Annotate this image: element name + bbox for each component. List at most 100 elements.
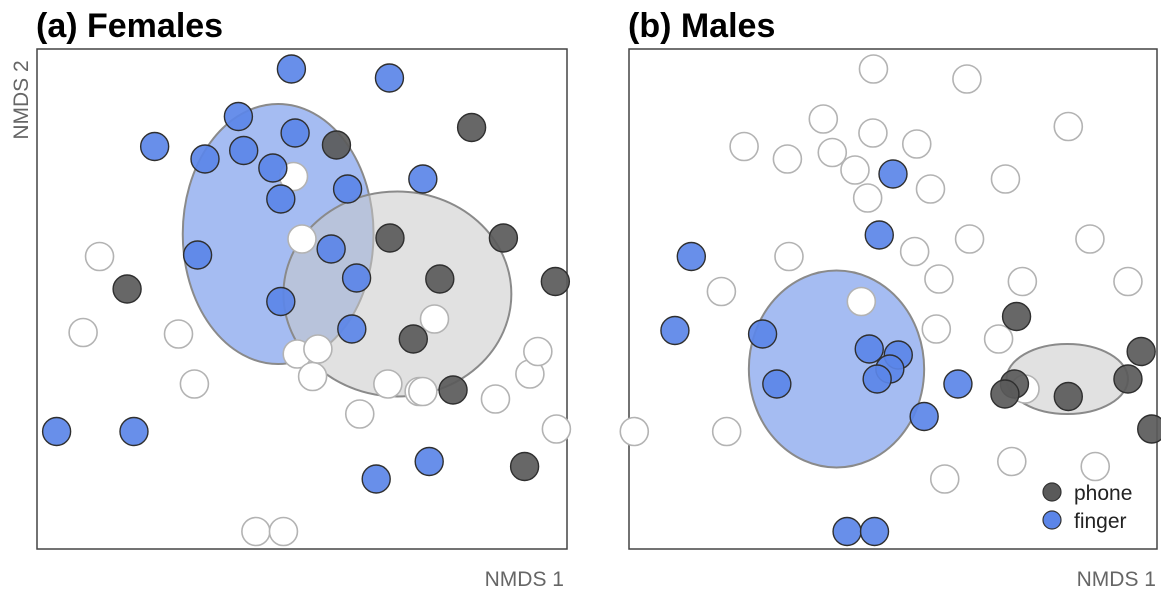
point-unlabeled [619, 416, 650, 447]
point-unlabeled [852, 183, 883, 213]
point-finger [414, 446, 444, 477]
point-unlabeled [840, 155, 870, 185]
point-unlabeled [952, 64, 982, 94]
point-phone [540, 266, 571, 297]
point-unlabeled [523, 336, 553, 367]
point-unlabeled [921, 314, 952, 344]
point-phone [375, 223, 405, 253]
legend-marker-finger [1042, 510, 1062, 530]
point-finger [676, 241, 707, 272]
point-unlabeled [541, 414, 572, 444]
point-phone [1137, 414, 1161, 444]
point-unlabeled [480, 384, 511, 414]
point-unlabeled [996, 446, 1027, 477]
point-finger [258, 153, 288, 183]
point-unlabeled [711, 416, 742, 447]
points-females [41, 54, 572, 547]
point-phone [321, 130, 352, 160]
panel-males: (b) Males NMDS 1 phone finger [619, 7, 1161, 589]
point-finger [139, 131, 170, 162]
point-unlabeled [373, 369, 403, 399]
x-axis-label-males: NMDS 1 [1077, 568, 1156, 589]
point-finger [276, 54, 307, 84]
point-finger [266, 286, 296, 317]
point-finger [660, 315, 690, 346]
point-unlabeled [772, 144, 803, 174]
point-unlabeled [858, 118, 888, 148]
point-finger [909, 401, 939, 432]
point-finger [223, 101, 254, 132]
point-unlabeled [179, 369, 210, 399]
point-unlabeled [408, 376, 438, 407]
point-unlabeled [1113, 266, 1143, 297]
point-unlabeled [241, 516, 271, 547]
point-finger [859, 516, 890, 547]
point-finger [280, 118, 310, 148]
point-unlabeled [901, 129, 932, 159]
point-unlabeled [990, 164, 1021, 194]
point-unlabeled [808, 104, 839, 134]
point-finger [190, 144, 220, 174]
point-phone [1126, 336, 1156, 367]
point-finger [266, 184, 296, 214]
point-unlabeled [1075, 224, 1105, 254]
point-phone [1053, 381, 1083, 412]
point-unlabeled [1007, 266, 1038, 297]
point-finger [943, 369, 973, 399]
panel-title-males: (b) Males [628, 7, 775, 45]
point-finger [337, 314, 367, 344]
legend-label-finger: finger [1074, 510, 1127, 533]
legend: phone finger [1042, 482, 1132, 533]
point-unlabeled [846, 286, 877, 317]
point-unlabeled [419, 304, 450, 334]
point-phone [112, 274, 142, 304]
point-unlabeled [915, 174, 946, 204]
point-finger [878, 159, 908, 189]
point-unlabeled [303, 334, 333, 364]
panel-title-females: (a) Females [36, 7, 223, 45]
point-unlabeled [268, 516, 299, 547]
point-finger [747, 319, 778, 349]
point-unlabeled [954, 224, 985, 254]
point-unlabeled [899, 236, 930, 267]
y-axis-label-females: NMDS 2 [10, 60, 33, 139]
point-unlabeled [858, 54, 889, 84]
point-finger [854, 334, 884, 364]
point-finger [862, 364, 892, 394]
x-axis-label-females: NMDS 1 [485, 568, 564, 589]
point-phone [1113, 364, 1143, 394]
point-unlabeled [1080, 451, 1111, 482]
point-finger [408, 164, 438, 194]
points-males [619, 54, 1161, 547]
point-finger [41, 416, 72, 447]
point-finger [341, 263, 372, 293]
point-finger [119, 416, 149, 447]
legend-label-phone: phone [1074, 482, 1132, 505]
point-unlabeled [344, 399, 375, 429]
point-unlabeled [163, 319, 194, 349]
point-finger [832, 516, 862, 547]
point-unlabeled [774, 241, 804, 272]
panel-females: (a) Females NMDS 2 NMDS 1 [10, 7, 572, 589]
point-phone [488, 223, 519, 253]
point-phone [509, 451, 540, 482]
point-finger [762, 369, 792, 399]
point-phone [456, 112, 487, 143]
point-finger [374, 63, 405, 93]
point-finger [361, 464, 391, 494]
point-unlabeled [84, 241, 115, 272]
point-unlabeled [729, 131, 759, 162]
point-phone [398, 324, 428, 354]
legend-marker-phone [1042, 482, 1062, 502]
point-unlabeled [706, 276, 737, 307]
point-unlabeled [1053, 111, 1084, 142]
point-unlabeled [983, 324, 1014, 354]
point-unlabeled [297, 361, 328, 392]
point-finger [332, 174, 363, 204]
point-phone [1001, 301, 1032, 332]
point-finger [316, 234, 346, 264]
point-finger [182, 240, 213, 270]
point-phone [990, 379, 1020, 409]
point-finger [864, 220, 894, 250]
